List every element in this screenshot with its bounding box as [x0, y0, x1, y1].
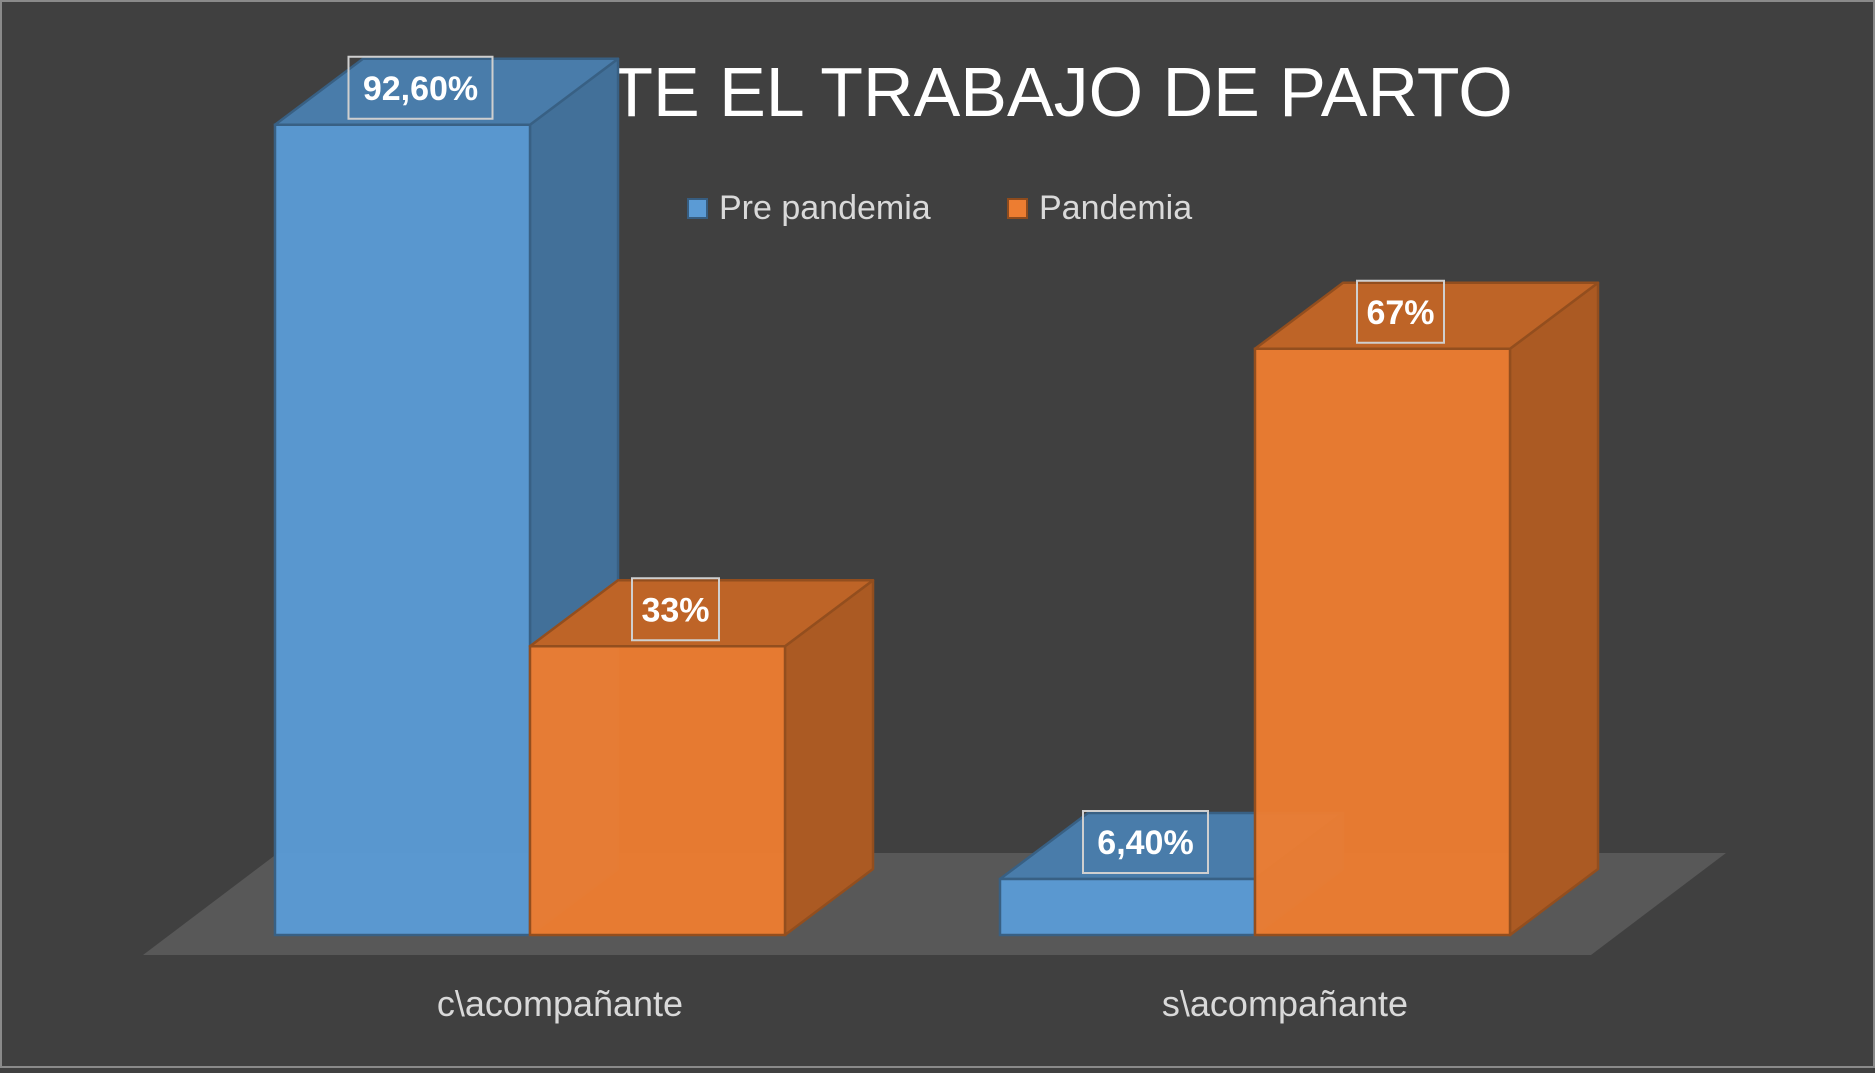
bar-front-0-0 [273, 123, 532, 937]
x-axis-label-1: s\acompañante [1162, 983, 1408, 1024]
bar-front-1-1 [1253, 347, 1512, 937]
legend-label-0: Pre pandemia [719, 189, 931, 227]
x-axis-labels: c\acompañante s\acompañante [437, 983, 1408, 1024]
data-label-box-0-1 [631, 577, 720, 642]
bar-front-0-1 [528, 645, 787, 937]
data-label-1-1: 67% [1366, 294, 1434, 332]
data-label-box-1-0 [1082, 810, 1209, 874]
x-axis-label-0: c\acompañante [437, 983, 683, 1024]
legend: Pre pandemia Pandemia [687, 189, 1192, 227]
bar-0-1 [528, 579, 875, 937]
data-label-0-1: 33% [641, 591, 709, 629]
data-label-0-0: 92,60% [363, 70, 478, 108]
data-label-1-0: 6,40% [1097, 824, 1193, 862]
legend-label-1: Pandemia [1039, 189, 1192, 227]
legend-swatch-1 [1007, 198, 1028, 219]
bar-1-1 [1253, 281, 1600, 937]
bars-group: 92,60% 33% 6,40% 67% [273, 55, 1600, 937]
data-label-box-1-1 [1356, 279, 1445, 344]
legend-swatch-0 [687, 198, 708, 219]
bar-side-1-1 [1508, 281, 1600, 937]
bar-front-1-0 [998, 877, 1257, 937]
data-label-box-0-0 [347, 55, 494, 120]
bar-0-0 [273, 57, 620, 937]
